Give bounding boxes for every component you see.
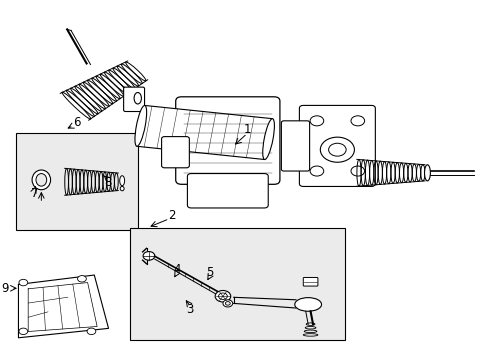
Circle shape	[143, 252, 155, 260]
Circle shape	[19, 328, 28, 334]
Text: 6: 6	[73, 116, 81, 129]
FancyBboxPatch shape	[187, 174, 268, 208]
Circle shape	[225, 302, 230, 305]
Text: 3: 3	[186, 303, 194, 316]
Circle shape	[350, 116, 364, 126]
Text: 2: 2	[168, 210, 175, 222]
Text: 4: 4	[173, 263, 180, 276]
Ellipse shape	[424, 165, 429, 181]
Circle shape	[218, 293, 227, 300]
Ellipse shape	[120, 186, 124, 191]
Bar	[137, 105, 272, 159]
Circle shape	[320, 137, 354, 162]
Circle shape	[19, 279, 28, 286]
FancyBboxPatch shape	[161, 136, 189, 168]
Ellipse shape	[36, 174, 46, 186]
Bar	[16, 134, 138, 230]
Text: 5: 5	[206, 266, 213, 279]
Circle shape	[328, 143, 346, 156]
FancyBboxPatch shape	[303, 278, 317, 286]
Circle shape	[87, 328, 96, 334]
Circle shape	[215, 291, 230, 302]
FancyBboxPatch shape	[281, 121, 309, 171]
Text: 1: 1	[243, 123, 250, 136]
Circle shape	[78, 275, 86, 282]
Circle shape	[223, 300, 232, 307]
Text: 7: 7	[31, 187, 38, 200]
Ellipse shape	[294, 298, 321, 311]
Bar	[130, 228, 344, 339]
Ellipse shape	[120, 176, 124, 186]
Circle shape	[309, 116, 323, 126]
Ellipse shape	[134, 93, 141, 104]
Ellipse shape	[32, 170, 50, 190]
Text: 8: 8	[103, 176, 111, 189]
Text: 9: 9	[1, 282, 9, 295]
Ellipse shape	[135, 105, 146, 146]
FancyBboxPatch shape	[175, 97, 279, 184]
FancyBboxPatch shape	[123, 87, 144, 112]
Circle shape	[350, 166, 364, 176]
Ellipse shape	[262, 119, 274, 159]
FancyBboxPatch shape	[299, 105, 375, 186]
Circle shape	[309, 166, 323, 176]
